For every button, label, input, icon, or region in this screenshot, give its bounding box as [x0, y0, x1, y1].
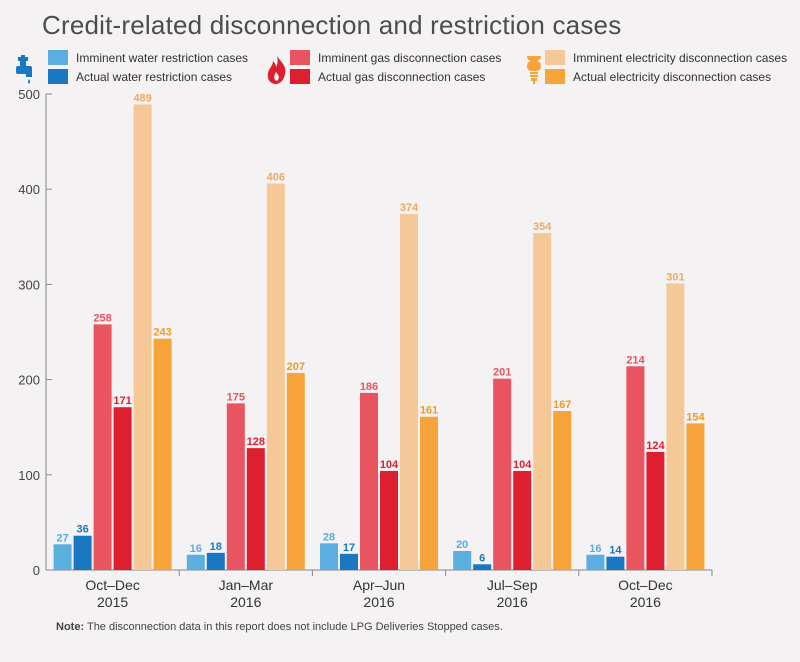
bar-value-label: 14	[609, 545, 622, 557]
legend-swatch	[290, 50, 310, 65]
bar	[53, 544, 72, 570]
y-tick-label: 0	[33, 563, 40, 578]
legend-label: Actual gas disconnection cases	[318, 70, 486, 84]
bar	[186, 554, 205, 570]
bar	[553, 411, 572, 570]
light-bulb-icon	[527, 56, 541, 84]
bar-value-label: 243	[153, 327, 171, 339]
y-tick-label: 100	[18, 468, 40, 483]
x-tick-label: 2016	[230, 594, 261, 610]
water-tap-icon	[16, 55, 32, 84]
legend-swatch	[48, 69, 68, 84]
bar	[286, 372, 305, 570]
legend-swatch	[545, 50, 565, 65]
y-tick-label: 500	[18, 88, 40, 102]
x-tick-label: 2015	[97, 594, 128, 610]
bar	[606, 556, 625, 570]
bar-value-label: 354	[533, 221, 552, 233]
legend-label: Actual electricity disconnection cases	[573, 70, 772, 84]
bar-value-label: 175	[227, 391, 245, 403]
bar	[626, 366, 645, 570]
legend-label: Imminent electricity disconnection cases	[573, 51, 788, 65]
legend-label: Imminent water restriction cases	[76, 51, 249, 65]
bar	[493, 378, 512, 570]
bar-value-label: 161	[420, 405, 438, 417]
footnote-text: The disconnection data in this report do…	[86, 621, 503, 633]
y-tick-label: 400	[18, 182, 40, 197]
x-tick-label: Apr–Jun	[353, 577, 405, 593]
bar	[246, 448, 265, 570]
bar-value-label: 104	[513, 459, 532, 471]
x-tick-label: Jan–Mar	[219, 577, 274, 593]
bar-value-label: 27	[56, 532, 68, 544]
bar	[320, 543, 338, 570]
x-tick-label: 2016	[497, 594, 528, 610]
bar	[340, 553, 358, 570]
x-tick-label: Jul–Sep	[487, 577, 538, 593]
bar-value-label: 301	[666, 271, 684, 283]
bar-value-label: 489	[133, 92, 151, 104]
bar-value-label: 16	[589, 543, 601, 555]
y-tick-label: 200	[18, 373, 40, 388]
bar	[226, 403, 245, 570]
legend-swatch	[48, 50, 68, 65]
bar-value-label: 154	[686, 411, 705, 423]
bar-value-label: 18	[210, 541, 222, 553]
bar-value-label: 16	[190, 543, 202, 555]
bar	[360, 392, 378, 570]
bar-value-label: 214	[626, 354, 645, 366]
bar-value-label: 167	[553, 399, 571, 411]
bar	[453, 550, 472, 570]
legend-label: Actual water restriction cases	[76, 70, 233, 84]
bar	[266, 183, 285, 570]
bar-value-label: 186	[360, 381, 378, 393]
footnote: Note: The disconnection data in this rep…	[56, 621, 503, 633]
chart-area: 0 100 200 300 400 500 27 36 258 171 489 243 Oct–Dec 2…	[0, 87, 800, 618]
bar-value-label: 28	[323, 531, 335, 543]
legend-swatch	[290, 69, 310, 84]
bar	[133, 104, 152, 571]
x-tick-label: 2016	[363, 594, 394, 610]
bar	[420, 416, 438, 570]
bar-value-label: 104	[380, 459, 399, 471]
bar-value-label: 207	[287, 361, 305, 373]
bar	[646, 451, 665, 570]
bar-value-label: 128	[247, 436, 265, 448]
x-tick-label: Oct–Dec	[85, 577, 139, 593]
bar	[153, 338, 172, 570]
bar	[73, 535, 92, 570]
bar	[380, 470, 398, 570]
bar-chart: 01002003004005002736258171489243Oct–Dec2…	[18, 87, 713, 610]
bar	[206, 552, 225, 570]
legend: Imminent water restriction cases Actual …	[0, 50, 800, 90]
bar-value-label: 171	[113, 395, 131, 407]
footnote-label: Note:	[56, 621, 85, 633]
bar	[586, 554, 605, 570]
bar-value-label: 17	[343, 542, 355, 554]
x-tick-label: 2016	[630, 594, 661, 610]
bar-value-label: 6	[479, 552, 485, 564]
bar	[533, 232, 552, 570]
bar	[666, 283, 685, 570]
bar-value-label: 201	[493, 367, 511, 379]
bar	[400, 213, 418, 570]
bar-value-label: 124	[646, 440, 665, 452]
bar	[513, 470, 532, 570]
bar	[93, 324, 112, 570]
x-tick-label: Oct–Dec	[618, 577, 672, 593]
gas-flame-icon	[267, 56, 286, 84]
bar-value-label: 374	[400, 202, 419, 214]
bar-value-label: 406	[267, 171, 285, 183]
legend-swatch	[545, 69, 565, 84]
bar	[686, 423, 705, 570]
y-tick-label: 300	[18, 277, 40, 292]
legend-label: Imminent gas disconnection cases	[318, 51, 502, 65]
chart-title: Credit-related disconnection and restric…	[42, 10, 622, 40]
bar	[473, 564, 492, 570]
bar-value-label: 36	[76, 524, 88, 536]
bar-value-label: 20	[456, 539, 468, 551]
bar-value-label: 258	[93, 312, 111, 324]
bar	[113, 407, 132, 570]
